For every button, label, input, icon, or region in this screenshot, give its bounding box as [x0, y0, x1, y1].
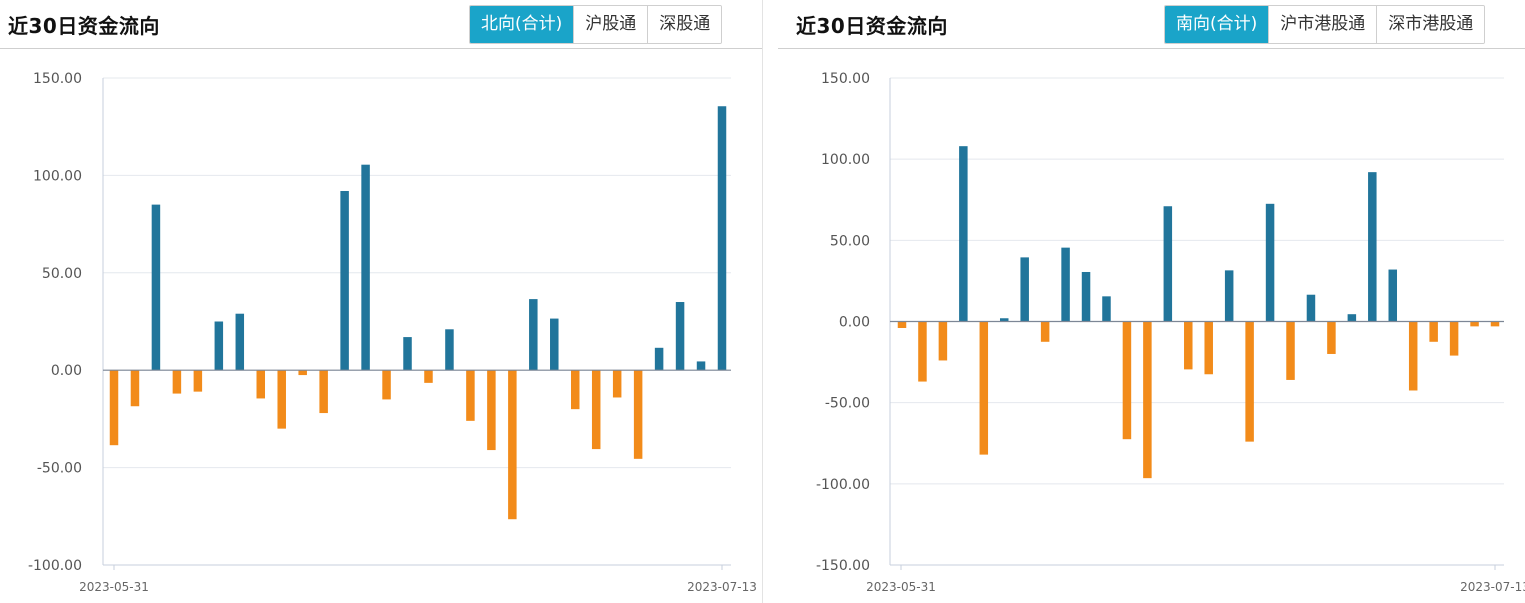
- southbound-panel: 近30日资金流向 南向(合计) 沪市港股通 深市港股通 150.00 100.00…: [778, 0, 1525, 603]
- bar[interactable]: [1347, 314, 1357, 322]
- y-tick-label: 0.00: [839, 315, 870, 331]
- bar[interactable]: [1470, 321, 1479, 327]
- bar[interactable]: [717, 106, 727, 371]
- bar[interactable]: [1184, 321, 1193, 370]
- panel-divider: [762, 0, 778, 603]
- y-tick-label: 0.00: [51, 363, 82, 379]
- bar[interactable]: [340, 190, 349, 371]
- bar[interactable]: [424, 370, 433, 383]
- bar[interactable]: [277, 370, 286, 429]
- bar[interactable]: [1265, 203, 1275, 322]
- bar[interactable]: [1327, 321, 1336, 354]
- tab-shanghai-connect[interactable]: 沪股通: [573, 6, 648, 43]
- bar[interactable]: [612, 370, 622, 398]
- y-tick-label: 50.00: [42, 266, 82, 282]
- bar[interactable]: [550, 318, 559, 371]
- tab-northbound-total[interactable]: 北向(合计): [470, 6, 574, 43]
- bar[interactable]: [256, 370, 266, 399]
- bar[interactable]: [1306, 294, 1316, 322]
- bar[interactable]: [633, 370, 643, 459]
- bar[interactable]: [1408, 321, 1418, 391]
- southbound-tabs: 南向(合计) 沪市港股通 深市港股通: [1164, 5, 1486, 44]
- bar[interactable]: [508, 370, 517, 520]
- tab-hk-connect-shanghai[interactable]: 沪市港股通: [1268, 6, 1377, 43]
- bar[interactable]: [1368, 172, 1377, 322]
- bar[interactable]: [696, 361, 706, 371]
- bar[interactable]: [999, 318, 1009, 322]
- y-tick-label: 50.00: [830, 233, 870, 249]
- bar[interactable]: [959, 146, 968, 322]
- bar[interactable]: [445, 329, 454, 371]
- bar[interactable]: [214, 321, 224, 371]
- northbound-tabs: 北向(合计) 沪股通 深股通: [469, 5, 723, 44]
- bar[interactable]: [130, 370, 140, 407]
- southbound-bar-chart: 150.00 100.00 50.00 0.00 -50.00 -100.00 -150.0…: [816, 71, 1525, 594]
- bar[interactable]: [151, 204, 161, 371]
- panel-header: 近30日资金流向 北向(合计) 沪股通 深股通: [0, 0, 762, 49]
- bar[interactable]: [1490, 321, 1500, 327]
- bar[interactable]: [1081, 271, 1091, 322]
- bar[interactable]: [1122, 321, 1132, 440]
- bar[interactable]: [235, 313, 245, 371]
- y-tick-label: 150.00: [821, 71, 870, 87]
- bar[interactable]: [1429, 321, 1438, 342]
- bar[interactable]: [361, 164, 370, 371]
- y-tick-label: -100.00: [816, 477, 870, 493]
- bar[interactable]: [487, 370, 496, 451]
- bar[interactable]: [1388, 269, 1398, 322]
- bar[interactable]: [1224, 270, 1234, 322]
- bar[interactable]: [1204, 321, 1213, 375]
- tab-shenzhen-connect[interactable]: 深股通: [647, 6, 722, 43]
- y-tick-label: -100.00: [28, 558, 82, 574]
- bar[interactable]: [675, 302, 685, 371]
- y-tick-label: 150.00: [33, 71, 82, 87]
- bar[interactable]: [466, 370, 475, 421]
- bar[interactable]: [319, 370, 328, 414]
- bar[interactable]: [979, 321, 989, 455]
- bar[interactable]: [1061, 247, 1070, 322]
- bar[interactable]: [1163, 206, 1173, 322]
- bar[interactable]: [382, 370, 391, 400]
- bar[interactable]: [403, 337, 412, 371]
- bar[interactable]: [1286, 321, 1295, 380]
- bar[interactable]: [1245, 321, 1254, 442]
- panel-title: 近30日资金流向: [8, 14, 160, 38]
- x-tick-label: 2023-05-31: [79, 580, 149, 594]
- x-tick-label: 2023-07-13: [687, 580, 757, 594]
- panel-title: 近30日资金流向: [796, 14, 948, 38]
- y-tick-label: -50.00: [825, 396, 870, 412]
- bar[interactable]: [172, 370, 182, 394]
- bar[interactable]: [1040, 321, 1050, 342]
- bar[interactable]: [1102, 296, 1111, 322]
- bar[interactable]: [529, 299, 538, 371]
- tab-southbound-total[interactable]: 南向(合计): [1165, 6, 1269, 43]
- bar[interactable]: [109, 370, 119, 446]
- bar[interactable]: [570, 370, 580, 410]
- northbound-panel: 近30日资金流向 北向(合计) 沪股通 深股通 150.00 100.00 50.0…: [0, 0, 762, 603]
- tab-hk-connect-shenzhen[interactable]: 深市港股通: [1376, 6, 1485, 43]
- panel-header: 近30日资金流向 南向(合计) 沪市港股通 深市港股通: [778, 0, 1525, 49]
- bar[interactable]: [1449, 321, 1459, 356]
- x-tick-label: 2023-05-31: [866, 580, 936, 594]
- bar[interactable]: [298, 370, 307, 376]
- bar[interactable]: [918, 321, 927, 382]
- y-tick-label: -50.00: [37, 461, 82, 477]
- bar[interactable]: [1020, 257, 1029, 322]
- bar[interactable]: [938, 321, 948, 361]
- y-tick-label: -150.00: [816, 558, 870, 574]
- x-tick-label: 2023-07-13: [1460, 580, 1525, 594]
- bar[interactable]: [591, 370, 601, 450]
- bar[interactable]: [654, 347, 664, 371]
- bar[interactable]: [1143, 321, 1152, 479]
- y-tick-label: 100.00: [821, 152, 870, 168]
- y-tick-label: 100.00: [33, 168, 82, 184]
- northbound-bar-chart: 150.00 100.00 50.00 0.00 -50.00 -100.00 2023-0…: [28, 71, 757, 594]
- bar[interactable]: [193, 370, 203, 392]
- bar[interactable]: [897, 321, 907, 328]
